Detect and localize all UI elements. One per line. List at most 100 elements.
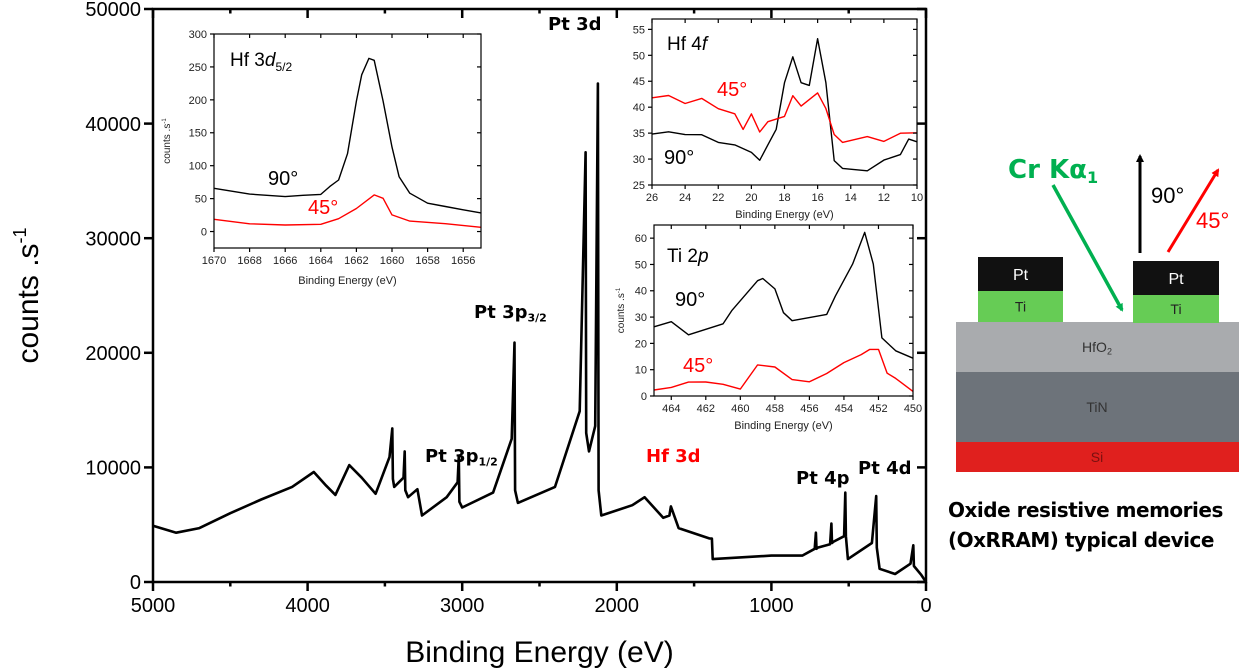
inset-hf3d-xtick-label: 1664 [309, 255, 333, 267]
main-ylabel: counts .s-1 [10, 227, 45, 363]
main-xtick-label: 2000 [595, 595, 640, 617]
peak-label-subscript: 3/2 [527, 311, 546, 324]
inset-hf3d-ytick-label: 50 [195, 194, 207, 206]
inset-ti2p-ytick-label: 50 [635, 259, 647, 271]
inset-ti2p-series-1 [653, 348, 914, 392]
inset-hf3d-series-0 [213, 57, 482, 214]
inset-ti2p-xtick-label: 462 [697, 403, 715, 415]
inset-hf3d-xtick-label: 1666 [273, 255, 297, 267]
inset-hf4f-ytick-label: 55 [633, 24, 645, 36]
inset-hf4f-xtick-label: 16 [812, 192, 824, 204]
inset-ti2p-frame [653, 224, 914, 397]
inset-hf4f-ytick-label: 25 [633, 180, 645, 192]
device-electrode-ti [978, 291, 1063, 322]
peak-label: Pt 4p [796, 468, 850, 489]
inset-hf3d-xtick-label: 1656 [451, 255, 475, 267]
inset-hf4f-xtick-label: 22 [712, 192, 724, 204]
inset-ti2p-xtick-label: 452 [869, 403, 887, 415]
beam-label: Cr Kα1 [1008, 155, 1098, 187]
inset-ti2p-ytick-label: 60 [635, 233, 647, 245]
device-electrode-pt [1133, 261, 1219, 295]
main-xtick-label: 3000 [440, 595, 485, 617]
inset-ti2p-label-90: 90° [675, 289, 705, 311]
inset-hf3d-ytick-label: 0 [201, 226, 207, 238]
device-layer-label-subscript: 2 [1107, 347, 1112, 357]
inset-hf3d-label-45: 45° [308, 197, 338, 219]
inset-hf4f-xtick-label: 10 [911, 192, 923, 204]
inset-ti2p-xtick-label: 450 [904, 403, 922, 415]
inset-hf3d-title-subscript: 5/2 [275, 60, 292, 74]
device-electrode-ti-label: Ti [1015, 299, 1026, 315]
inset-ti2p-title: Ti 2p [667, 246, 709, 267]
inset-hf4f-xlabel: Binding Energy (eV) [735, 209, 833, 221]
inset-hf4f-label-90: 90° [664, 147, 694, 169]
inset-ti2p-ytick-label: 0 [641, 391, 647, 403]
main-xlabel: Binding Energy (eV) [405, 636, 673, 669]
inset-ti2p-ytick-label: 30 [635, 312, 647, 324]
main-series-0 [152, 82, 928, 583]
inset-hf3d-ytick-label: 100 [189, 161, 207, 173]
inset-hf3d-ylabel-superscript: -1 [162, 118, 168, 124]
main-ytick-label: 50000 [85, 0, 141, 21]
inset-ti2p-xtick-label: 454 [835, 403, 853, 415]
inset-hf4f-ytick-label: 40 [633, 102, 645, 114]
device-electrode-pt-label: Pt [1168, 271, 1184, 288]
inset-hf3d-xtick-label: 1668 [237, 255, 261, 267]
inset-ti2p-ytick-label: 40 [635, 286, 647, 298]
device-layer-label: Si [1091, 449, 1103, 465]
inset-ti2p-xtick-label: 464 [662, 403, 680, 415]
inset-hf3d-xlabel: Binding Energy (eV) [298, 275, 396, 287]
device-layer-si [956, 442, 1239, 472]
inset-ti2p-series-0 [653, 231, 914, 359]
main-ytick-label: 30000 [85, 228, 141, 250]
inset-ti2p-title-orbital: p [697, 246, 709, 267]
inset-hf4f-xtick-label: 26 [646, 192, 658, 204]
inset-hf4f-title-orbital: f [702, 34, 709, 55]
emission-45-arrow [1166, 168, 1220, 253]
main-ytick-label: 0 [130, 572, 141, 594]
device-layer-label: TiN [1086, 399, 1107, 415]
inset-hf3d-frame [213, 33, 482, 249]
inset-ti2p-label-45: 45° [683, 355, 713, 377]
device-caption-line1: Oxide resistive memories [948, 498, 1223, 522]
main-xtick-label: 1000 [749, 595, 794, 617]
inset-hf4f-xtick-label: 14 [845, 192, 857, 204]
peak-label: Hf 3d [646, 446, 701, 467]
device-electrode-pt-label: Pt [1013, 267, 1029, 284]
inset-ti2p-xtick-label: 456 [800, 403, 818, 415]
device-caption-line2: (OxRRAM) typical device [948, 528, 1214, 552]
inset-ti2p-xtick-label: 460 [731, 403, 749, 415]
inset-hf3d-label-90: 90° [268, 168, 298, 190]
inset-ti2p-xtick-label: 458 [766, 403, 784, 415]
main-xtick-label: 4000 [285, 595, 330, 617]
inset-ti2p-xlabel: Binding Energy (eV) [734, 420, 832, 432]
main-ytick-label: 10000 [85, 458, 141, 480]
inset-hf3d-xtick-label: 1660 [380, 255, 404, 267]
inset-hf4f-label-45: 45° [717, 79, 747, 101]
inset-hf4f-title: Hf 4f [667, 34, 709, 55]
main-ylabel-superscript: -1 [10, 227, 30, 243]
inset-hf3d-ytick-label: 300 [189, 29, 207, 41]
device-electrode-ti-label: Ti [1170, 301, 1181, 317]
inset-hf3d-xtick-label: 1662 [344, 255, 368, 267]
inset-hf3d-plot-background [214, 34, 481, 248]
peak-label: Pt 3p3/2 [474, 302, 547, 324]
inset-hf3d-title-orbital: d [265, 50, 277, 71]
inset-ti2p-ytick-label: 20 [635, 338, 647, 350]
inset-hf3d-ytick-label: 250 [189, 62, 207, 74]
inset-ti2p-ylabel-superscript: -1 [616, 287, 622, 293]
inset-hf4f-xtick-label: 18 [778, 192, 790, 204]
main-xtick-label: 5000 [131, 595, 176, 617]
peak-label: Pt 3d [548, 14, 601, 35]
device-layer-label: HfO2 [1082, 339, 1112, 357]
inset-ti2p-ytick-label: 10 [635, 365, 647, 377]
beam-label-subscript: 1 [1087, 168, 1098, 187]
inset-hf4f-xtick-label: 12 [878, 192, 890, 204]
main-ytick-label: 40000 [85, 114, 141, 136]
inset-hf4f-xtick-label: 24 [679, 192, 691, 204]
inset-hf3d-ytick-label: 150 [189, 128, 207, 140]
inset-hf4f-ytick-label: 45 [633, 76, 645, 88]
inset-hf3d-xtick-label: 1670 [202, 255, 226, 267]
angle-90-label: 90° [1151, 183, 1184, 208]
